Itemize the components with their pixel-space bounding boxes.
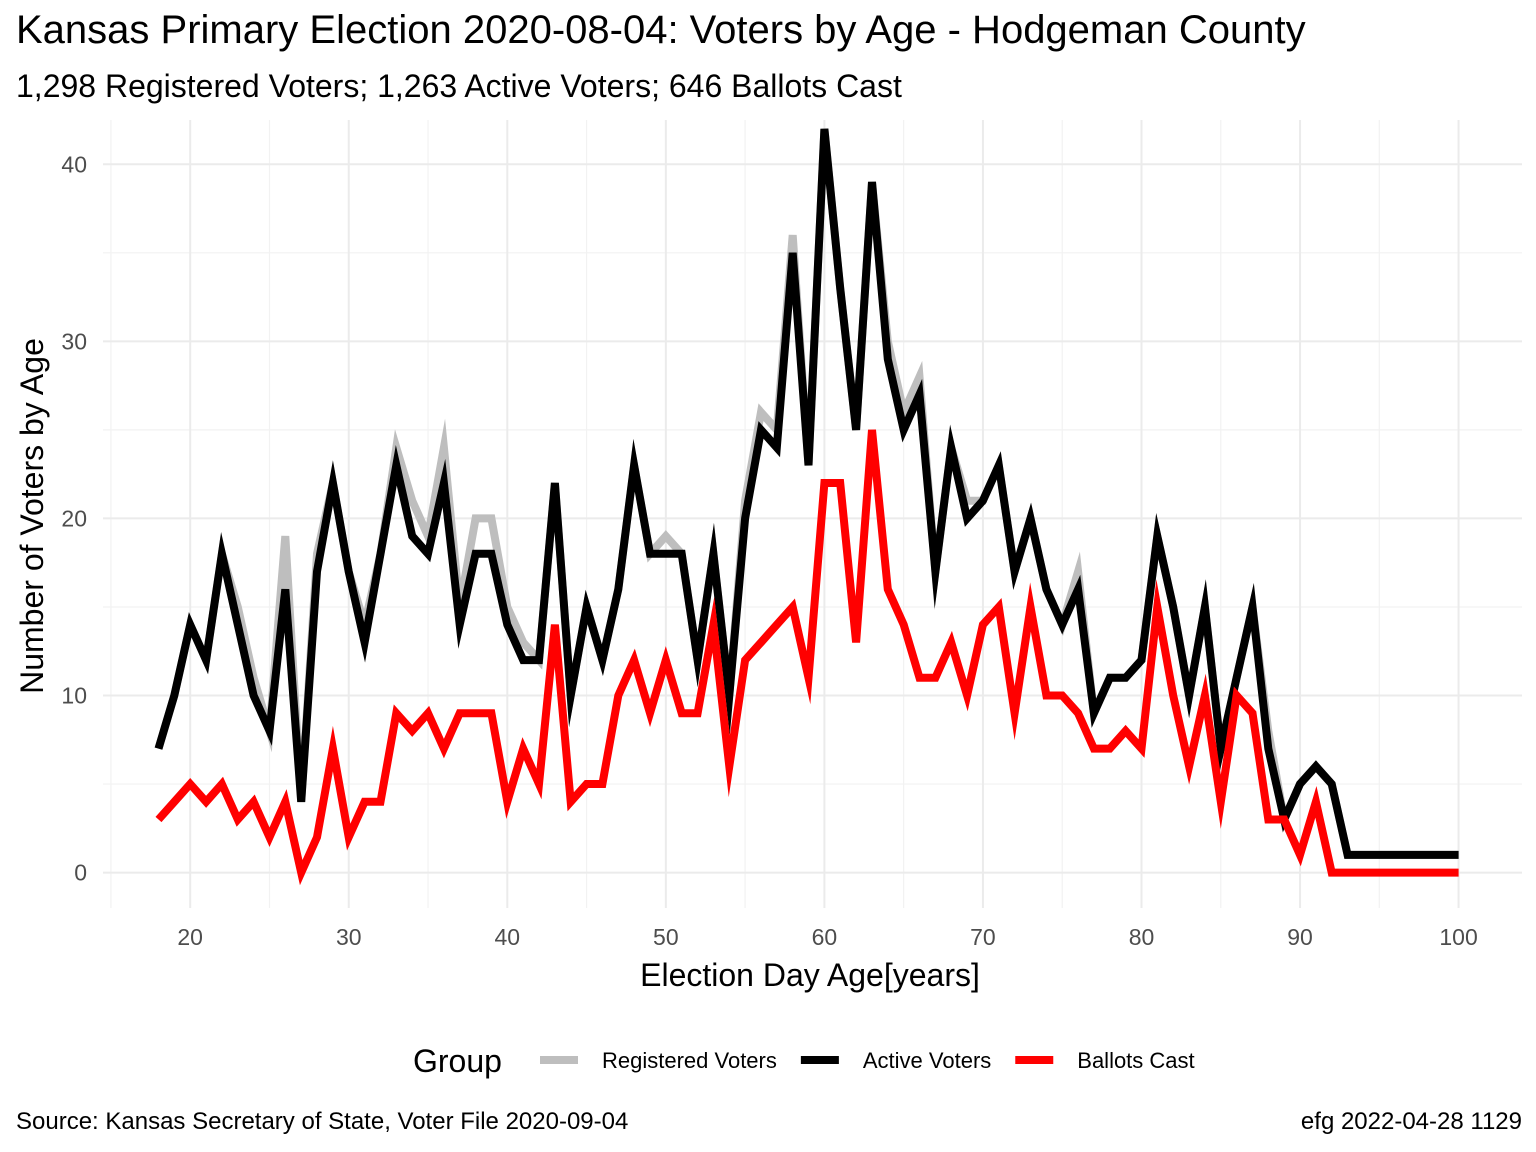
y-axis-title: Number of Voters by Age (14, 338, 50, 694)
x-tick-label: 30 (336, 924, 362, 950)
timestamp-note: efg 2022-04-28 1129 (1300, 1108, 1522, 1135)
legend-title: Group (413, 1043, 502, 1079)
y-tick-label: 30 (61, 328, 87, 354)
legend-item-active-voters: Active Voters (800, 1048, 991, 1073)
x-tick-label: 90 (1287, 924, 1313, 950)
legend-item-registered-voters: Registered Voters (540, 1048, 777, 1073)
legend-item-ballots-cast: Ballots Cast (1015, 1048, 1195, 1073)
x-tick-label: 100 (1439, 924, 1477, 950)
chart-subtitle: 1,298 Registered Voters; 1,263 Active Vo… (16, 68, 902, 104)
y-tick-label: 10 (61, 683, 87, 709)
series-lines (154, 128, 1459, 886)
x-tick-label: 60 (812, 924, 838, 950)
legend-label: Registered Voters (602, 1048, 777, 1073)
x-tick-label: 40 (494, 924, 520, 950)
legend: Group Registered Voters Active Voters Ball… (413, 1043, 1195, 1079)
y-tick-label: 40 (61, 151, 87, 177)
tick-labels: 20 30 40 50 60 70 80 90 100 0 10 20 30 40 (61, 151, 1477, 950)
x-tick-label: 20 (177, 924, 203, 950)
series-line-active-voters (154, 128, 1459, 859)
y-tick-label: 0 (74, 860, 87, 886)
series-line-ballots-cast (155, 429, 1459, 886)
legend-label: Active Voters (863, 1048, 991, 1073)
y-tick-label: 20 (61, 505, 87, 531)
line-chart: 20 30 40 50 60 70 80 90 100 0 10 20 30 40 Election Da… (14, 120, 1522, 1079)
legend-items: Registered Voters Active Voters Ballots Ca… (540, 1048, 1195, 1073)
source-note: Source: Kansas Secretary of State, Voter… (16, 1108, 629, 1135)
x-axis-title: Election Day Age[years] (640, 957, 980, 993)
chart-title: Kansas Primary Election 2020-08-04: Vote… (16, 8, 1306, 52)
legend-label: Ballots Cast (1077, 1048, 1194, 1073)
x-tick-label: 50 (653, 924, 679, 950)
grid (103, 120, 1522, 908)
x-tick-label: 70 (970, 924, 996, 950)
series-line-registered-voters (154, 128, 1459, 859)
x-tick-label: 80 (1129, 924, 1155, 950)
